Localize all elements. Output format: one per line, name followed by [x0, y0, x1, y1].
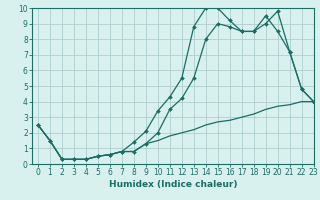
X-axis label: Humidex (Indice chaleur): Humidex (Indice chaleur) — [108, 180, 237, 189]
